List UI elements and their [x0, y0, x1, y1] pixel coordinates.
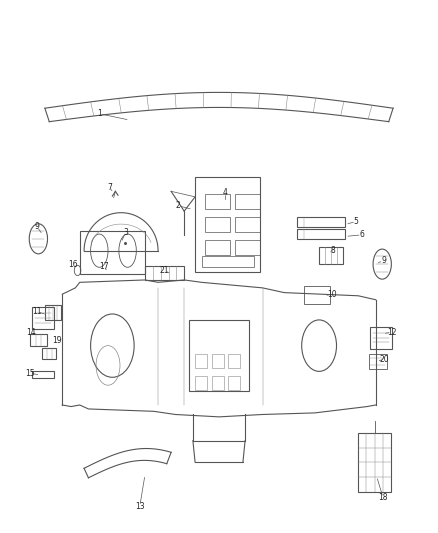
Text: 12: 12: [387, 328, 396, 337]
Bar: [80, 231, 145, 274]
Text: 20: 20: [380, 354, 389, 364]
Bar: [45, 305, 61, 319]
Text: 18: 18: [378, 493, 388, 502]
Bar: [212, 376, 224, 390]
Bar: [205, 194, 230, 209]
Bar: [32, 371, 53, 378]
Bar: [319, 247, 343, 264]
Bar: [212, 353, 224, 368]
Bar: [228, 353, 240, 368]
Text: 13: 13: [135, 502, 145, 511]
Bar: [195, 353, 207, 368]
Text: 3: 3: [123, 228, 128, 237]
Text: 14: 14: [26, 328, 36, 337]
Text: 9: 9: [35, 222, 39, 231]
Text: 11: 11: [32, 307, 42, 316]
Bar: [304, 286, 330, 304]
Bar: [188, 319, 250, 391]
Bar: [32, 307, 53, 329]
Text: 6: 6: [359, 230, 364, 239]
Bar: [201, 256, 254, 267]
Text: 7: 7: [107, 183, 112, 192]
Bar: [297, 217, 345, 227]
Bar: [195, 376, 207, 390]
Text: 9: 9: [381, 256, 386, 265]
Bar: [358, 433, 391, 492]
Text: 1: 1: [97, 109, 102, 118]
Bar: [30, 334, 47, 346]
Text: 15: 15: [25, 369, 35, 378]
Bar: [235, 240, 260, 255]
Bar: [235, 217, 260, 232]
Bar: [370, 327, 392, 349]
Bar: [42, 348, 56, 359]
Text: 17: 17: [99, 262, 109, 271]
Text: 19: 19: [52, 336, 62, 345]
Text: 16: 16: [68, 260, 78, 269]
Text: 5: 5: [353, 217, 359, 226]
Text: 8: 8: [331, 246, 336, 255]
Bar: [235, 194, 260, 209]
Bar: [195, 177, 260, 272]
Text: 2: 2: [175, 201, 180, 210]
Text: 21: 21: [160, 266, 170, 275]
Bar: [205, 217, 230, 232]
Bar: [205, 240, 230, 255]
Text: 10: 10: [327, 290, 337, 298]
Bar: [145, 266, 184, 280]
Text: 4: 4: [223, 188, 228, 197]
Bar: [369, 353, 387, 369]
Bar: [228, 376, 240, 390]
Bar: [297, 229, 345, 239]
